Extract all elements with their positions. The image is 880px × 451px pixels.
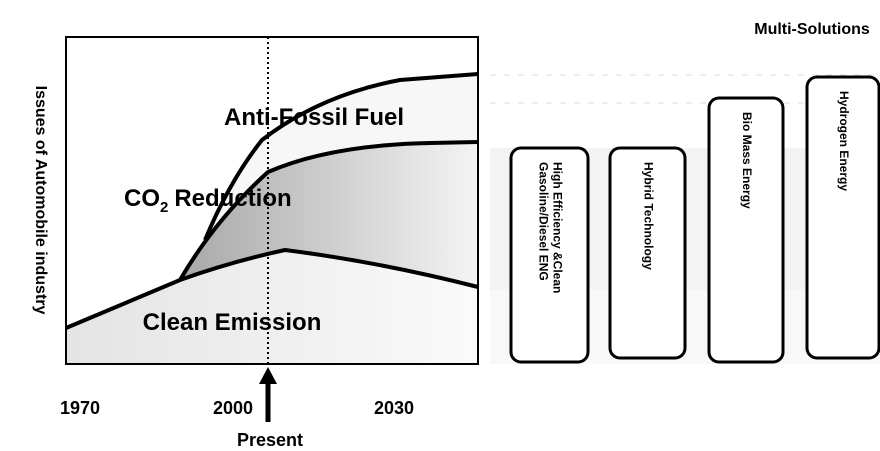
- clean-area: [66, 250, 478, 364]
- curve: [65, 247, 479, 330]
- co2-sub: 2: [160, 199, 168, 216]
- year-label: 1970: [60, 398, 100, 418]
- co2-area: [180, 142, 478, 287]
- present-label: Present: [237, 430, 303, 450]
- curve: [178, 140, 479, 282]
- present-arrow-head: [259, 367, 277, 384]
- co2-main: CO: [124, 185, 160, 212]
- co2-rest: Reduction: [174, 185, 291, 212]
- region-label: CO2 Reduction: [124, 185, 292, 216]
- solution-label: Hydrogen Energy: [837, 91, 851, 191]
- year-label: 2030: [374, 398, 414, 418]
- solution-label: Gasoline/Diesel ENG: [536, 162, 550, 281]
- solution-box: [509, 146, 590, 364]
- fossil-area: [205, 74, 478, 240]
- solution-label: High Efficiency &Clean: [550, 162, 564, 293]
- solution-label: Bio Mass Energy: [740, 112, 754, 209]
- solution-label: Hybrid Technology: [641, 162, 655, 270]
- year-label: 2000: [213, 398, 253, 418]
- solution-box: [805, 75, 880, 360]
- region-label: Anti-Fossil Fuel: [224, 104, 404, 131]
- curve: [203, 72, 479, 241]
- plot-frame: [65, 36, 479, 365]
- solutions-title: Multi-Solutions: [754, 21, 870, 38]
- solution-box: [707, 96, 785, 364]
- region-label: Clean Emission: [143, 309, 322, 336]
- axis-label: Issues of Automobile industry: [32, 86, 49, 315]
- solution-box: [608, 146, 687, 360]
